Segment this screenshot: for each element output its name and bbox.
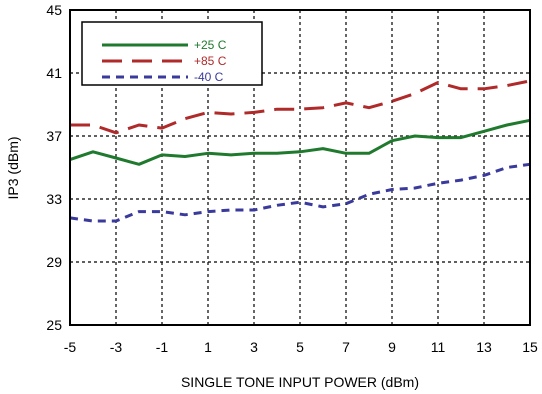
grid-lines — [70, 10, 530, 325]
x-tick-label: -1 — [156, 339, 169, 355]
x-tick-label: 3 — [250, 339, 258, 355]
x-tick-label: 1 — [204, 339, 212, 355]
y-tick-label: 33 — [46, 191, 62, 207]
series-line-1 — [70, 79, 531, 135]
x-tick-label: 13 — [476, 339, 492, 355]
x-tick-label: 15 — [522, 339, 538, 355]
x-tick-label: -3 — [110, 339, 123, 355]
x-tick-labels: -5 -3 -1 1 3 5 7 9 11 13 15 — [64, 339, 538, 355]
y-tick-label: 29 — [46, 254, 62, 270]
y-tick-labels: 25 29 33 37 41 45 — [46, 2, 62, 333]
data-series — [69, 79, 531, 223]
x-tick-label: -5 — [64, 339, 77, 355]
legend: +25 C +85 C -40 C — [81, 21, 263, 86]
legend-box — [81, 21, 263, 86]
legend-label-minus40: -40 C — [194, 70, 224, 84]
y-axis-label: IP3 (dBm) — [5, 136, 21, 199]
x-axis-label: SINGLE TONE INPUT POWER (dBm) — [181, 374, 419, 390]
x-tick-label: 11 — [431, 339, 446, 355]
x-tick-label: 7 — [342, 339, 350, 355]
y-tick-label: 37 — [46, 128, 62, 144]
y-tick-label: 25 — [46, 317, 62, 333]
legend-label-plus85: +85 C — [194, 54, 227, 68]
x-tick-label: 9 — [388, 339, 396, 355]
legend-label-plus25: +25 C — [194, 38, 227, 52]
y-tick-label: 41 — [46, 65, 62, 81]
plot-frame — [69, 9, 531, 326]
series-line-0 — [69, 118, 531, 166]
y-tick-label: 45 — [46, 2, 62, 18]
x-tick-label: 5 — [296, 339, 304, 355]
